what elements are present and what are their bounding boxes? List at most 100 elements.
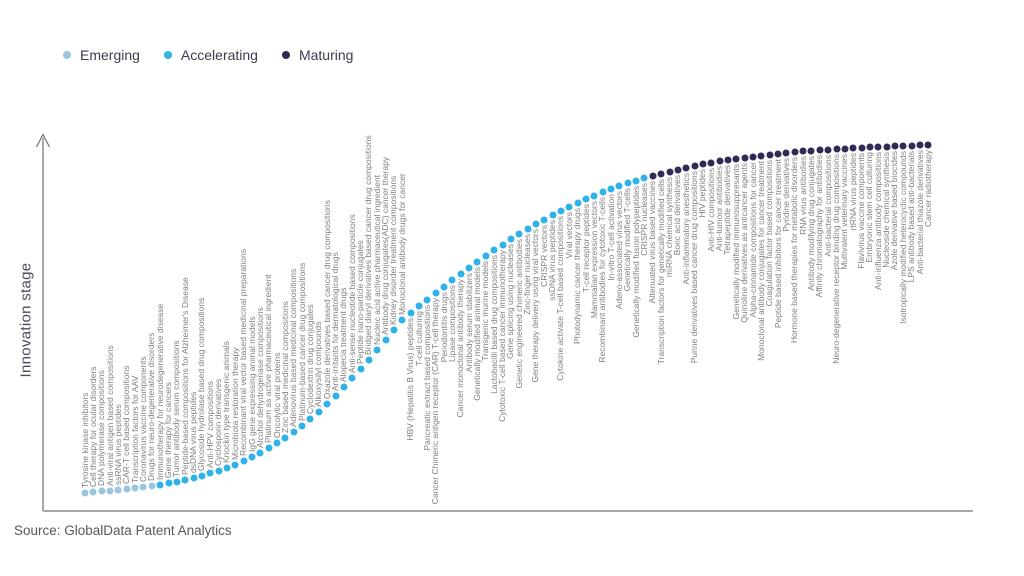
data-point-dot	[407, 309, 415, 317]
data-point-dot	[682, 164, 690, 172]
data-point-dot	[198, 472, 206, 480]
data-point-dot	[866, 143, 874, 151]
data-point-dot	[114, 486, 122, 494]
data-point-dot	[615, 182, 623, 190]
data-point-dot	[507, 235, 515, 243]
data-point-dot	[473, 258, 481, 266]
data-point-dot	[532, 220, 540, 228]
data-point-dot	[106, 487, 114, 495]
data-point-dot	[849, 144, 857, 152]
data-point-dot	[81, 489, 89, 497]
data-point-dot	[248, 453, 256, 461]
data-point-dot	[273, 439, 281, 447]
data-point-dot	[599, 188, 607, 196]
data-point-dot	[415, 302, 423, 310]
data-point-dot	[432, 289, 440, 297]
data-point-dot	[724, 156, 732, 164]
data-point-dot	[732, 155, 740, 163]
data-point-dot	[231, 461, 239, 469]
data-point-dot	[649, 172, 657, 180]
data-point-dot	[398, 316, 406, 323]
data-point-dot	[156, 481, 164, 489]
data-point-dot	[423, 296, 431, 304]
data-point-dot	[716, 157, 724, 165]
data-point-dot	[557, 207, 565, 215]
data-point-dot	[465, 264, 473, 272]
data-point-dot	[632, 177, 640, 185]
data-point-dot	[858, 144, 866, 152]
data-point-dot	[707, 159, 715, 167]
data-point-dot	[782, 149, 790, 157]
data-point-dot	[265, 444, 273, 452]
data-point-dot	[741, 154, 749, 162]
data-point-dot	[699, 160, 707, 168]
data-point-dot	[515, 230, 523, 238]
data-point-dot	[657, 170, 665, 178]
data-point-dot	[607, 185, 615, 193]
legend-label: Maturing	[298, 47, 354, 63]
data-point-dot	[373, 346, 381, 354]
data-point-dot	[348, 374, 356, 382]
data-point-dot	[490, 246, 498, 254]
data-point-dot	[916, 141, 924, 149]
data-point-dot	[131, 484, 139, 492]
data-point-dot	[390, 326, 398, 334]
data-point-dot	[874, 143, 882, 151]
data-point-dot	[89, 488, 97, 496]
data-point-dot	[499, 241, 506, 249]
data-point-dot	[139, 483, 147, 491]
data-point-dot	[766, 151, 774, 159]
data-point-dot	[482, 252, 490, 260]
data-point-dot	[173, 478, 181, 486]
data-point-dot	[582, 195, 590, 203]
data-point-dot	[774, 150, 782, 158]
data-point-dot	[924, 141, 932, 149]
data-point-dot	[382, 336, 390, 344]
data-point-dot	[807, 147, 815, 155]
data-point-dot	[833, 145, 840, 153]
data-point-dot	[674, 166, 682, 174]
chart-legend: Emerging Accelerating Maturing	[63, 47, 353, 63]
data-point-dot	[791, 148, 799, 156]
data-point-dot	[640, 174, 648, 182]
legend-item-emerging: Emerging	[63, 47, 140, 63]
data-point-dot	[799, 147, 807, 155]
legend-label: Accelerating	[180, 47, 258, 63]
data-point-dot	[215, 467, 223, 475]
data-point-dot	[540, 216, 548, 224]
source-text: Source: GlobalData Patent Analytics	[14, 523, 232, 538]
data-point-dot	[816, 146, 824, 154]
legend-dot-icon	[163, 51, 172, 59]
data-point-dot	[891, 142, 899, 150]
data-point-dot	[590, 192, 598, 200]
data-point-dot	[315, 408, 323, 416]
data-point-dot	[340, 383, 348, 391]
data-point-dot	[240, 457, 248, 465]
data-point-dot	[223, 464, 231, 472]
legend-dot-icon	[63, 51, 71, 59]
data-point-dot	[624, 179, 632, 187]
data-point-dot	[332, 392, 339, 400]
data-point-dot	[440, 283, 448, 291]
data-point-dot	[365, 356, 373, 364]
data-point-dot	[666, 168, 673, 176]
data-point-dot	[883, 143, 891, 151]
data-point-dot	[824, 146, 832, 154]
data-point-dot	[749, 153, 757, 161]
legend-label: Emerging	[80, 47, 140, 63]
data-point-dot	[524, 225, 532, 233]
data-point-dot	[290, 428, 298, 436]
legend-dot-icon	[281, 51, 290, 59]
data-point-dot	[256, 449, 264, 457]
data-point-dot	[123, 485, 131, 493]
data-point-label: Cancer radiotherapy	[922, 150, 933, 228]
data-point-dot	[899, 142, 907, 150]
data-point-dot	[457, 270, 465, 278]
data-point-dot	[357, 365, 365, 373]
data-point-dot	[181, 476, 189, 484]
data-point-dot	[281, 434, 289, 442]
legend-item-maturing: Maturing	[281, 47, 354, 63]
data-point-dot	[908, 142, 916, 150]
